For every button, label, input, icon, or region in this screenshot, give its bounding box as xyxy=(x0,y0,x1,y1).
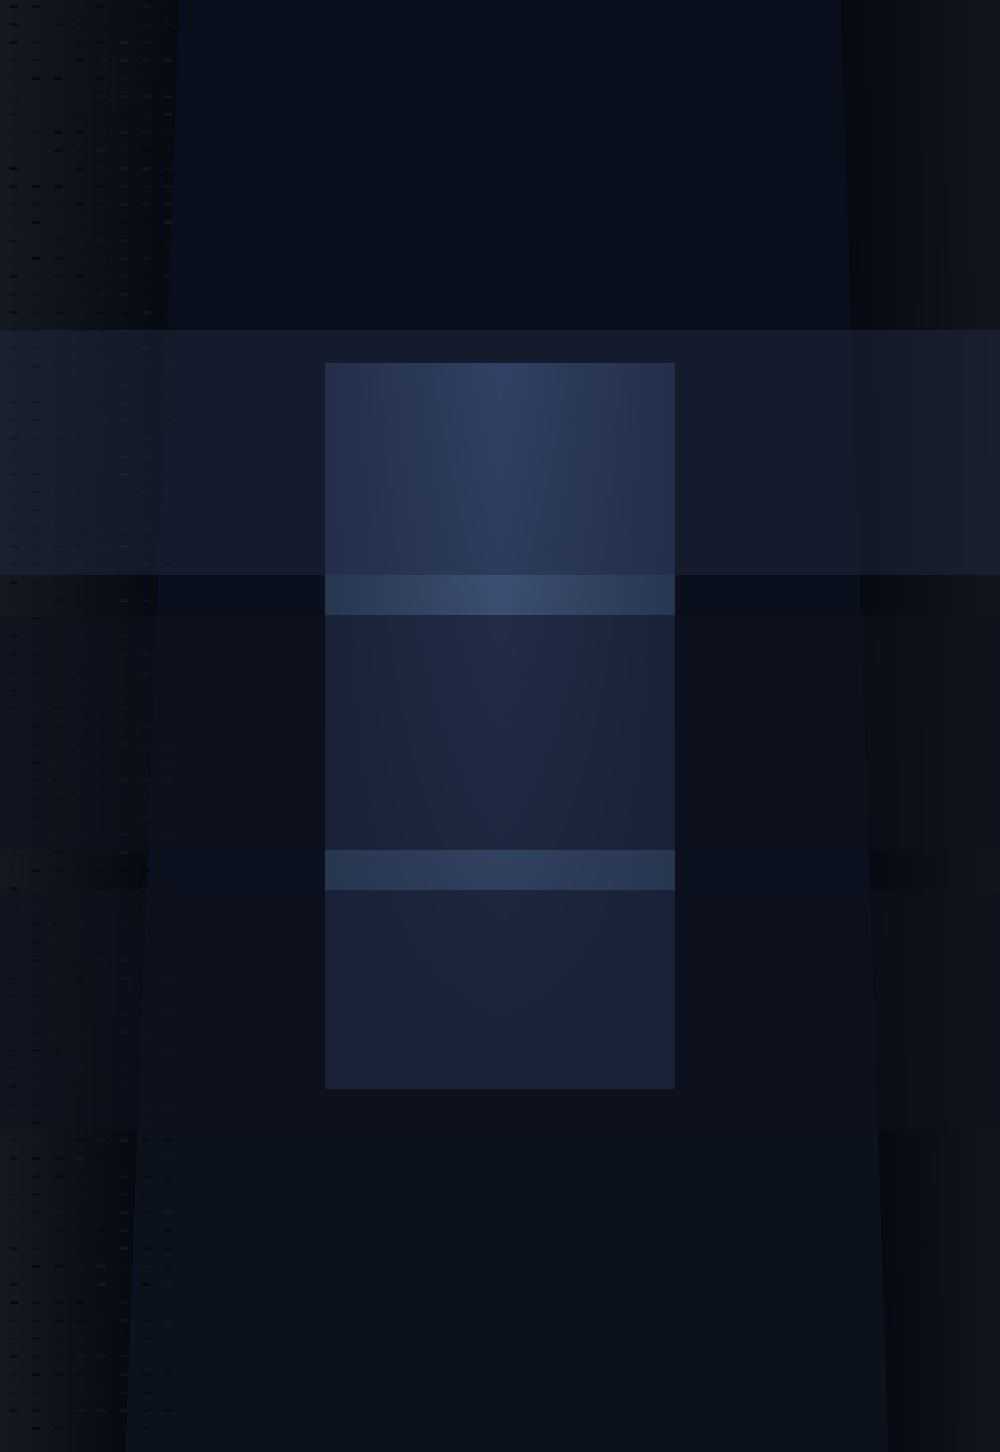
FancyBboxPatch shape xyxy=(422,195,458,266)
Text: (average monthly rental / average monthly income) x 100: (average monthly rental / average monthl… xyxy=(150,791,830,812)
Text: (average housing expenditure / average expenditure) x 100: (average housing expenditure / average e… xyxy=(137,1072,843,1090)
Text: Kaduna: Kaduna xyxy=(364,118,636,179)
Text: Rent to
income ratio: Rent to income ratio xyxy=(55,632,316,729)
Text: x71: x71 xyxy=(723,315,955,425)
FancyBboxPatch shape xyxy=(388,195,422,266)
FancyBboxPatch shape xyxy=(30,775,950,828)
FancyBboxPatch shape xyxy=(30,335,970,555)
Text: average property price / average monthly income: average property price / average monthly… xyxy=(224,511,826,531)
FancyBboxPatch shape xyxy=(30,1056,950,1106)
Text: Housing
Affordability Index: Housing Affordability Index xyxy=(55,906,435,1003)
Text: HOUSING AFFORDABILITY: HOUSING AFFORDABILITY xyxy=(0,33,1000,103)
FancyBboxPatch shape xyxy=(458,195,492,266)
Text: Property price
to income ratio: Property price to income ratio xyxy=(55,341,371,439)
FancyBboxPatch shape xyxy=(30,620,970,831)
FancyBboxPatch shape xyxy=(55,495,885,547)
FancyBboxPatch shape xyxy=(30,894,970,1105)
Text: 23%: 23% xyxy=(672,880,965,996)
Text: 25%: 25% xyxy=(672,600,965,716)
